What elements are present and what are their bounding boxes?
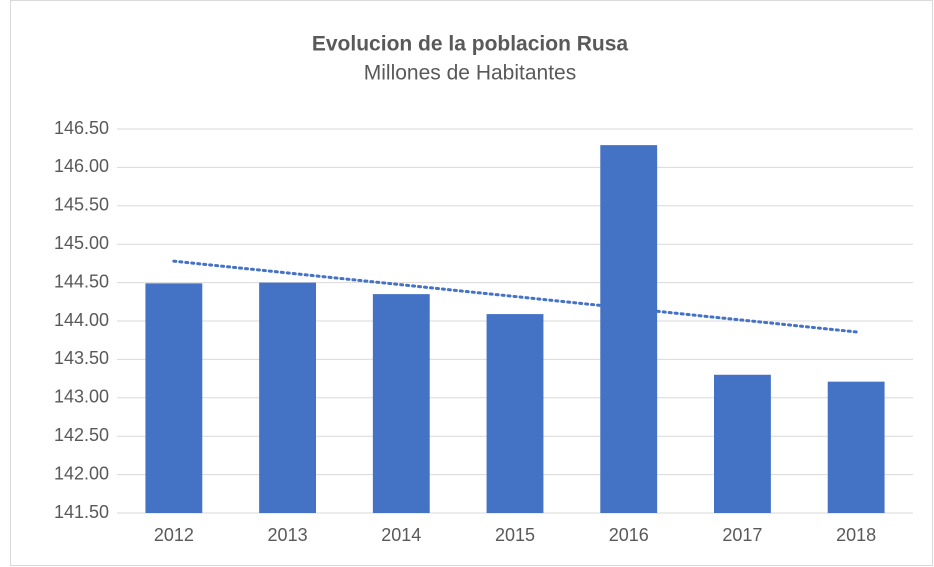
chart-title: Evolucion de la poblacion Rusa [312,33,629,56]
bar [827,381,885,513]
bar [145,283,203,513]
y-tick-label: 143.00 [54,387,109,407]
x-tick-label: 2017 [722,525,762,545]
x-tick-label: 2015 [495,525,535,545]
x-tick-label: 2016 [609,525,649,545]
y-tick-label: 145.50 [54,195,109,215]
y-tick-label: 142.00 [54,463,109,483]
y-tick-label: 144.50 [54,271,109,291]
x-tick-label: 2014 [381,525,421,545]
chart-subtitle: Millones de Habitantes [364,62,576,85]
y-tick-label: 145.00 [54,233,109,253]
bar [486,314,544,513]
trendline [172,259,858,334]
bar [714,374,771,513]
bar [600,145,658,514]
y-tick-label: 142.50 [54,425,109,445]
y-tick-label: 144.00 [54,310,109,330]
y-tick-label: 146.50 [54,118,109,138]
y-tick-label: 141.50 [54,502,109,522]
bar [259,282,316,513]
x-tick-label: 2012 [154,525,194,545]
x-tick-label: 2013 [268,525,308,545]
bar [372,294,430,513]
x-tick-label: 2018 [836,525,876,545]
y-tick-label: 143.50 [54,348,109,368]
y-tick-label: 146.00 [54,156,109,176]
